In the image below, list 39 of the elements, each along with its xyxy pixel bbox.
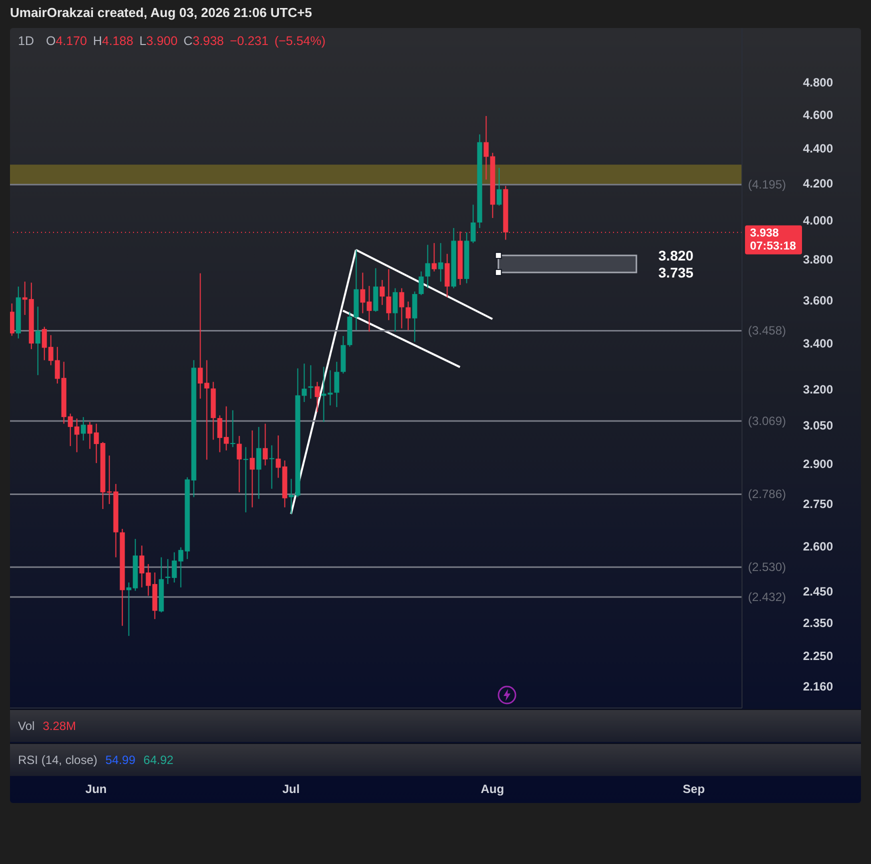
text: 1D: [18, 34, 34, 48]
annotation: 3.820: [658, 247, 694, 264]
ref-line-label: (2.786): [748, 487, 786, 502]
x-tick-label: Jun: [85, 782, 107, 796]
text: O4.170 H4.188 L3.900 C3.938 −0.231 (−5.54%): [46, 34, 326, 48]
y-tick-label: 4.600: [803, 108, 834, 122]
y-tick-label: 3.600: [803, 293, 834, 308]
y-tick-label: 3.050: [803, 418, 834, 433]
ref-line-label: (2.530): [748, 560, 786, 574]
annotation: 3.735: [658, 264, 694, 280]
y-tick-label: 2.350: [803, 616, 834, 630]
y-tick-label: 4.000: [803, 214, 834, 228]
text: Vol: [18, 719, 35, 733]
y-tick-label: 3.200: [803, 382, 834, 396]
y-tick-label: 4.800: [803, 76, 834, 90]
text: 3.28M: [42, 719, 76, 733]
y-tick-label: 2.750: [803, 497, 834, 512]
ref-line-label: (2.432): [748, 590, 786, 604]
y-tick-label: 2.160: [803, 680, 834, 694]
y-tick-label: 3.800: [803, 252, 834, 266]
x-tick-label: Aug: [480, 782, 504, 796]
text: 64.92: [143, 753, 174, 767]
x-tick-label: Jul: [282, 782, 300, 796]
y-tick-label: 2.450: [803, 584, 834, 598]
ref-line-label: (4.195): [748, 178, 786, 192]
y-tick-label: 2.900: [803, 456, 834, 471]
y-tick-label: 2.600: [803, 539, 834, 554]
ref-line-label: 3.938: [750, 227, 780, 240]
text: 07:53:18: [750, 240, 797, 252]
ref-line-label: (3.069): [748, 414, 786, 428]
y-tick-label: 2.250: [803, 648, 834, 663]
text: RSI (14, close): [18, 753, 98, 767]
y-tick-label: 4.400: [803, 142, 834, 156]
text: 54.99: [105, 753, 136, 767]
ref-line-label: (3.458): [748, 324, 786, 338]
y-tick-label: 3.400: [803, 336, 834, 351]
x-tick-label: Sep: [682, 782, 705, 796]
text: UmairOrakzai created, Aug 03, 2026 21:06 UTC+5: [10, 5, 312, 20]
y-tick-label: 4.200: [803, 176, 834, 191]
